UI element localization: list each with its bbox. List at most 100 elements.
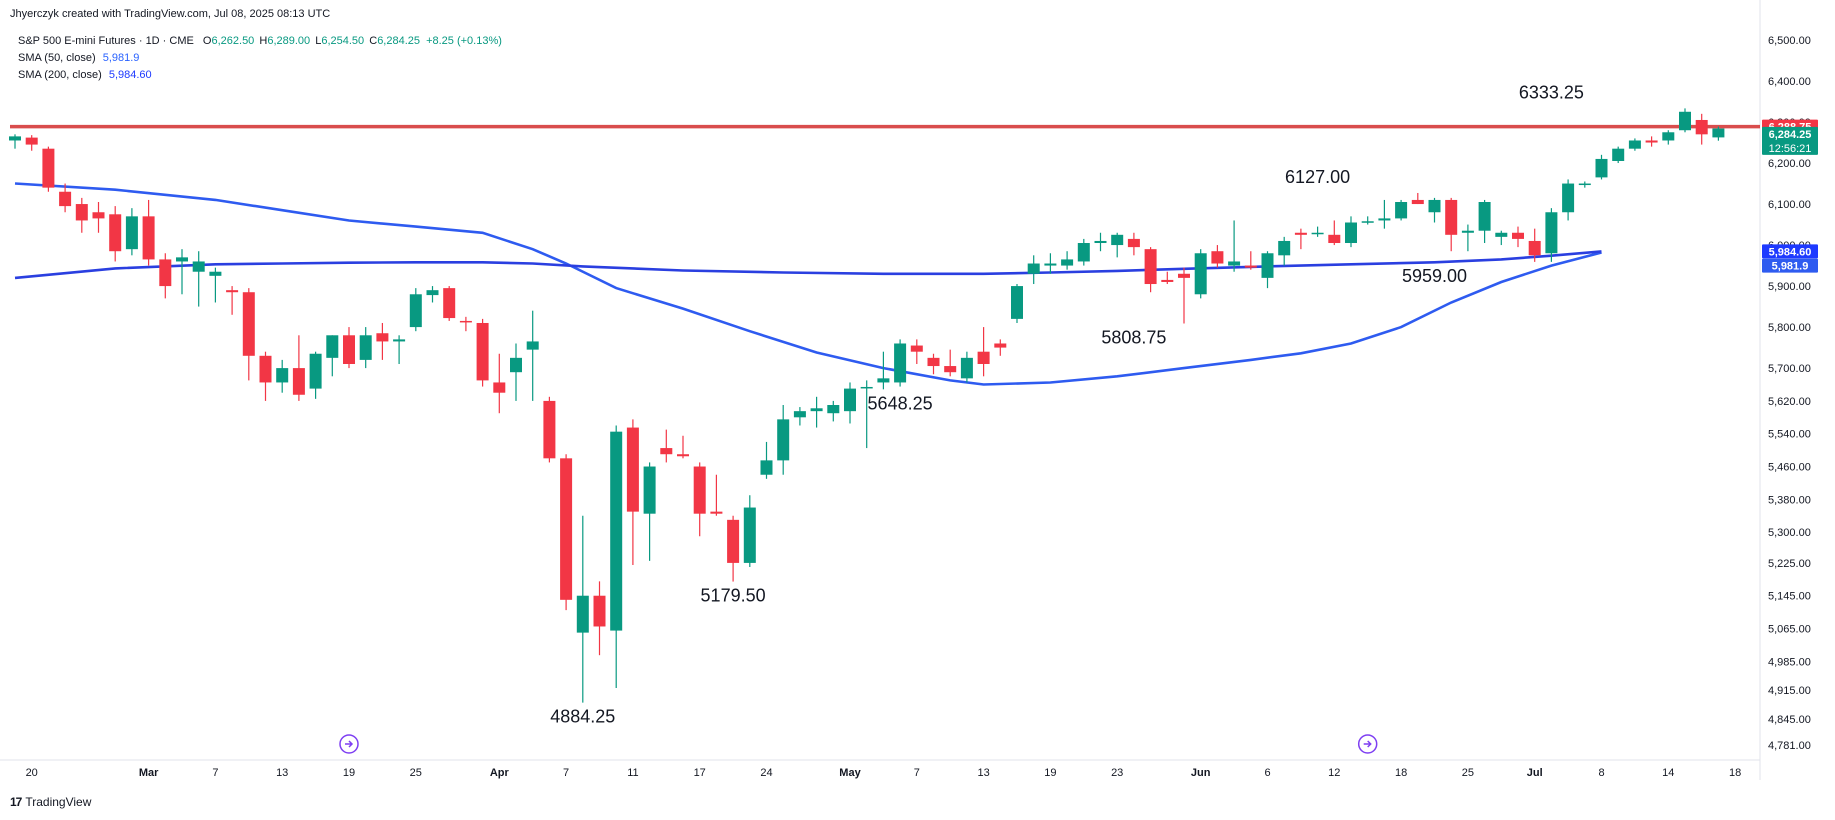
countdown-tag: 12:56:21 <box>1769 143 1812 155</box>
candle-body <box>109 214 122 252</box>
price-annotation: 5179.50 <box>701 586 766 606</box>
price-axis[interactable]: 6,500.006,400.006,300.006,200.006,100.00… <box>1759 0 1811 780</box>
candle-body <box>376 333 389 342</box>
candle-body <box>1562 183 1575 213</box>
candle-body <box>1228 261 1241 266</box>
candle-body <box>1578 183 1591 186</box>
y-tick-label: 5,300.00 <box>1768 527 1811 539</box>
candle-body <box>1445 199 1458 235</box>
last-price-tag: 6,284.25 <box>1769 129 1812 141</box>
candle-body <box>226 290 239 293</box>
x-tick-label: 19 <box>1044 767 1056 779</box>
candle-body <box>710 511 723 514</box>
candle-body <box>960 357 973 379</box>
sma200-value: 5,984.60 <box>108 69 152 81</box>
candle-body <box>309 353 322 389</box>
candle-body <box>1679 111 1691 131</box>
sma200-label: SMA (200, close) <box>18 69 102 81</box>
x-tick-label: Jun <box>1191 767 1211 779</box>
open-value: 6,262.50 <box>211 35 255 47</box>
event-marker-arrow-icon <box>1363 740 1372 748</box>
sma200-legend[interactable]: SMA (200, close) 5,984.60 <box>18 69 152 81</box>
x-tick-label: 18 <box>1729 767 1741 779</box>
candle-body <box>142 216 155 260</box>
symbol-legend[interactable]: S&P 500 E-mini Futures · 1D · CME O6,262… <box>18 35 502 47</box>
candle-body <box>1612 148 1625 161</box>
candle-body <box>1628 140 1641 149</box>
candle-body <box>927 357 940 367</box>
candle-body <box>1345 222 1357 244</box>
candle-body <box>660 448 673 455</box>
event-markers[interactable] <box>339 734 1378 754</box>
y-tick-label: 5,800.00 <box>1768 322 1811 334</box>
event-marker-arrow-icon <box>345 740 354 748</box>
y-tick-label: 5,540.00 <box>1768 429 1811 441</box>
price-annotation: 5808.75 <box>1101 327 1166 347</box>
x-tick-label: Mar <box>139 767 159 779</box>
candle-body <box>977 351 990 364</box>
price-annotation: 5648.25 <box>868 393 933 413</box>
candle-body <box>292 368 305 395</box>
time-axis[interactable]: 20 Mar 7 13 19 25 Apr 7 11 17 24 May 7 13 19 23 Jun 6 12 18… <box>0 759 1760 779</box>
x-tick-label: 13 <box>276 767 288 779</box>
candle-body <box>1061 259 1074 266</box>
candle-body <box>1161 279 1174 282</box>
high-value: 6,289.00 <box>267 35 311 47</box>
candle-body <box>1645 140 1658 143</box>
price-annotation: 5959.00 <box>1402 266 1467 286</box>
price-annotations: 4884.25 5179.50 5648.25 5808.75 6127.00 5959.… <box>550 82 1584 726</box>
x-tick-label: May <box>839 767 861 779</box>
x-tick-label: 25 <box>1462 767 1474 779</box>
x-tick-label: 23 <box>1111 767 1123 779</box>
candle-body <box>693 466 706 514</box>
tradingview-logo-icon: 17 <box>10 795 22 809</box>
x-tick-label: 19 <box>343 767 355 779</box>
open-label: O <box>202 35 212 47</box>
sma50-label: SMA (50, close) <box>18 52 96 64</box>
candle-body <box>25 137 38 145</box>
y-tick-label: 5,065.00 <box>1768 624 1811 636</box>
candle-body <box>610 431 623 631</box>
candle-body <box>209 271 222 276</box>
y-tick-label: 6,100.00 <box>1768 199 1811 211</box>
candle-body <box>476 322 489 381</box>
close-value: 6,284.25 <box>377 35 421 47</box>
candle-body <box>1211 251 1224 264</box>
candle-body <box>125 216 138 250</box>
y-tick-label: 6,400.00 <box>1768 76 1811 88</box>
last-price-tag-bg <box>1762 126 1818 155</box>
low-label: L <box>315 35 322 47</box>
candle-body <box>877 378 890 383</box>
candle-body <box>677 454 689 457</box>
price-annotation: 6333.25 <box>1519 82 1584 102</box>
candle-body <box>1695 119 1708 135</box>
sma50-legend[interactable]: SMA (50, close) 5,981.9 <box>18 52 139 64</box>
candle-body <box>459 320 472 323</box>
candle-body <box>1395 201 1408 219</box>
indicator-lines <box>10 124 1760 386</box>
candle-body <box>810 408 823 412</box>
high-label: H <box>259 35 268 47</box>
sma200-price-tag-bg <box>1762 244 1818 259</box>
candle-body <box>1411 199 1424 205</box>
tradingview-brand[interactable]: 17 TradingView <box>10 795 91 809</box>
candle-body <box>1311 232 1324 235</box>
x-tick-label: 24 <box>760 767 772 779</box>
sma50-price-tag-bg <box>1762 258 1818 273</box>
candle-body <box>1361 221 1374 223</box>
candle-body <box>844 388 856 412</box>
x-tick-label: 14 <box>1662 767 1674 779</box>
close-label: C <box>369 35 378 47</box>
candle-body <box>343 335 355 364</box>
candle-body <box>526 341 539 350</box>
candle-body <box>59 191 72 207</box>
candle-body <box>1478 201 1491 231</box>
x-tick-label: 17 <box>694 767 706 779</box>
candle-body <box>1712 128 1725 138</box>
candle-body <box>1595 158 1608 178</box>
x-tick-label: 13 <box>977 767 989 779</box>
sma200-price-tag: 5,984.60 <box>1769 246 1812 258</box>
y-tick-label: 5,225.00 <box>1768 558 1811 570</box>
candle-body <box>910 345 923 352</box>
